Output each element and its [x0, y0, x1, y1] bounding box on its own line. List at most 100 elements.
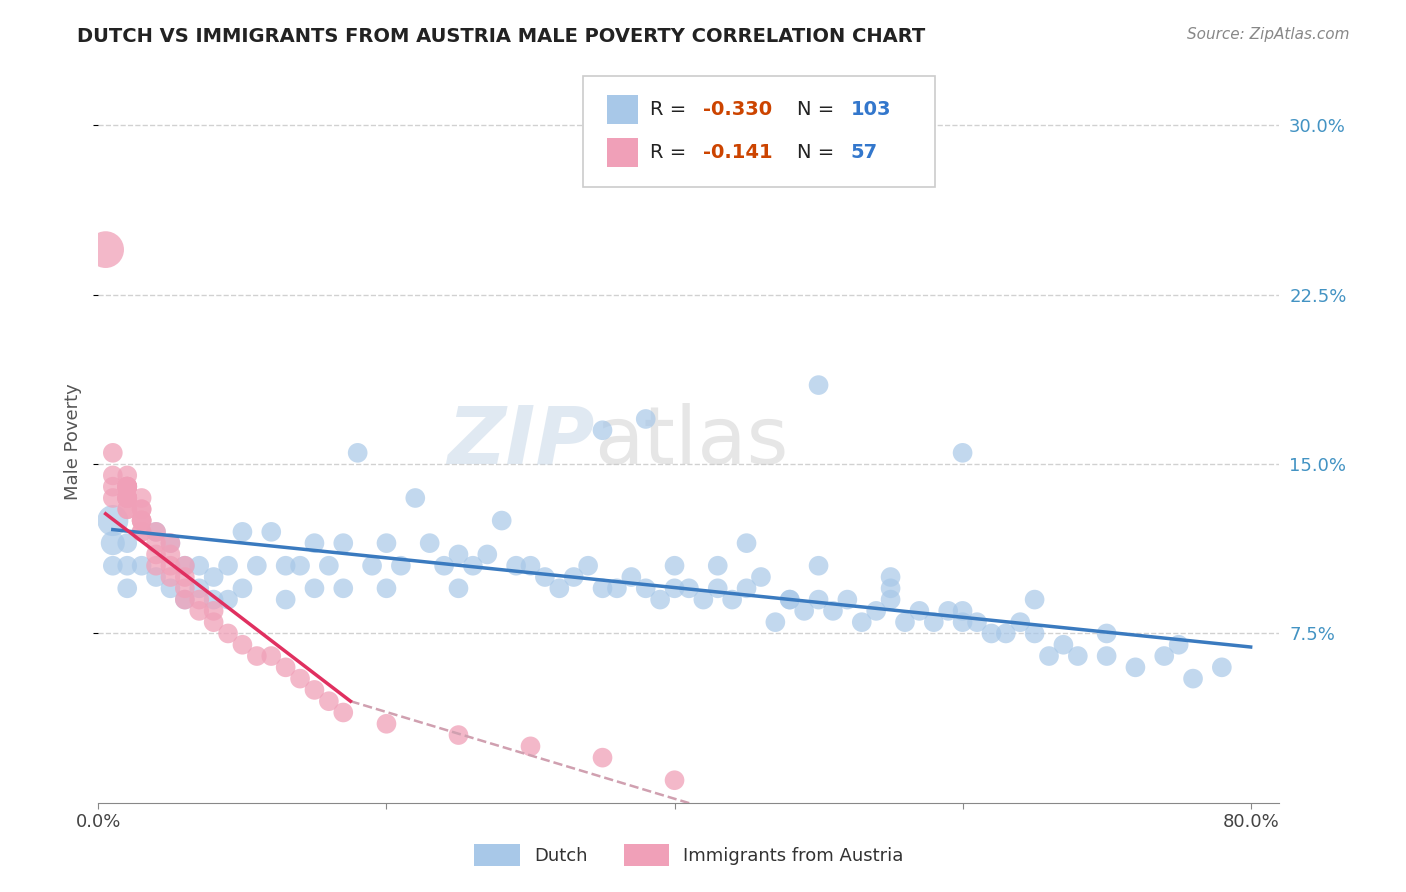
Point [994, 626, 1017, 640]
Point [115, 480, 138, 494]
Point [851, 615, 873, 630]
Point [592, 750, 614, 764]
Point [304, 682, 326, 697]
Point [202, 570, 225, 584]
Point [1167, 638, 1189, 652]
Point [145, 548, 167, 562]
Point [664, 582, 686, 596]
Point [477, 548, 499, 562]
Point [980, 626, 1002, 640]
Point [706, 558, 728, 573]
Point [115, 480, 138, 494]
Point [779, 592, 801, 607]
Point [131, 514, 153, 528]
Point [721, 592, 744, 607]
Point [145, 524, 167, 539]
Point [231, 524, 253, 539]
Point [952, 604, 974, 618]
Point [779, 592, 801, 607]
Point [159, 582, 181, 596]
Point [735, 536, 758, 550]
Point [519, 739, 541, 754]
Point [821, 604, 844, 618]
Point [447, 728, 470, 742]
Point [115, 502, 138, 516]
Text: -0.330: -0.330 [703, 100, 772, 120]
Point [115, 480, 138, 494]
Point [491, 514, 513, 528]
Point [664, 558, 686, 573]
Point [1038, 648, 1060, 663]
Point [318, 558, 340, 573]
Point [332, 536, 354, 550]
Point [101, 558, 124, 573]
Point [288, 558, 311, 573]
Point [115, 491, 138, 505]
Point [115, 491, 138, 505]
Point [159, 558, 181, 573]
Point [131, 502, 153, 516]
Text: ZIP: ZIP [447, 402, 595, 481]
Point [159, 536, 181, 550]
Point [159, 570, 181, 584]
Point [1125, 660, 1147, 674]
Point [1095, 626, 1118, 640]
Point [188, 582, 211, 596]
Point [865, 604, 887, 618]
Point [375, 582, 398, 596]
Point [879, 570, 901, 584]
Point [678, 582, 700, 596]
Point [1211, 660, 1233, 674]
Point [131, 514, 153, 528]
Point [246, 558, 269, 573]
Point [966, 615, 988, 630]
Point [548, 582, 571, 596]
Point [115, 480, 138, 494]
Point [807, 592, 830, 607]
Point [634, 582, 657, 596]
Point [562, 570, 585, 584]
Point [807, 378, 830, 392]
Point [620, 570, 643, 584]
Point [576, 558, 599, 573]
Text: 57: 57 [851, 144, 877, 162]
Point [115, 480, 138, 494]
Point [131, 491, 153, 505]
Point [346, 446, 368, 460]
Point [375, 536, 398, 550]
Point [173, 570, 195, 584]
Point [145, 570, 167, 584]
Point [101, 536, 124, 550]
Text: -0.141: -0.141 [703, 144, 773, 162]
Point [304, 582, 326, 596]
Point [274, 592, 297, 607]
Point [202, 604, 225, 618]
Point [101, 480, 124, 494]
Point [505, 558, 527, 573]
Point [173, 592, 195, 607]
Point [735, 582, 758, 596]
Point [879, 592, 901, 607]
Point [115, 480, 138, 494]
Point [173, 558, 195, 573]
Point [837, 592, 859, 607]
Point [202, 592, 225, 607]
Point [101, 491, 124, 505]
Point [419, 536, 441, 550]
Point [389, 558, 412, 573]
Point [188, 558, 211, 573]
Point [115, 468, 138, 483]
Point [592, 423, 614, 437]
Point [217, 592, 239, 607]
Point [274, 660, 297, 674]
Point [807, 558, 830, 573]
Point [606, 582, 628, 596]
Point [131, 514, 153, 528]
Point [375, 716, 398, 731]
Point [202, 615, 225, 630]
Point [159, 548, 181, 562]
Point [763, 615, 786, 630]
Text: N =: N = [797, 100, 834, 120]
Point [94, 243, 117, 257]
Point [749, 570, 772, 584]
